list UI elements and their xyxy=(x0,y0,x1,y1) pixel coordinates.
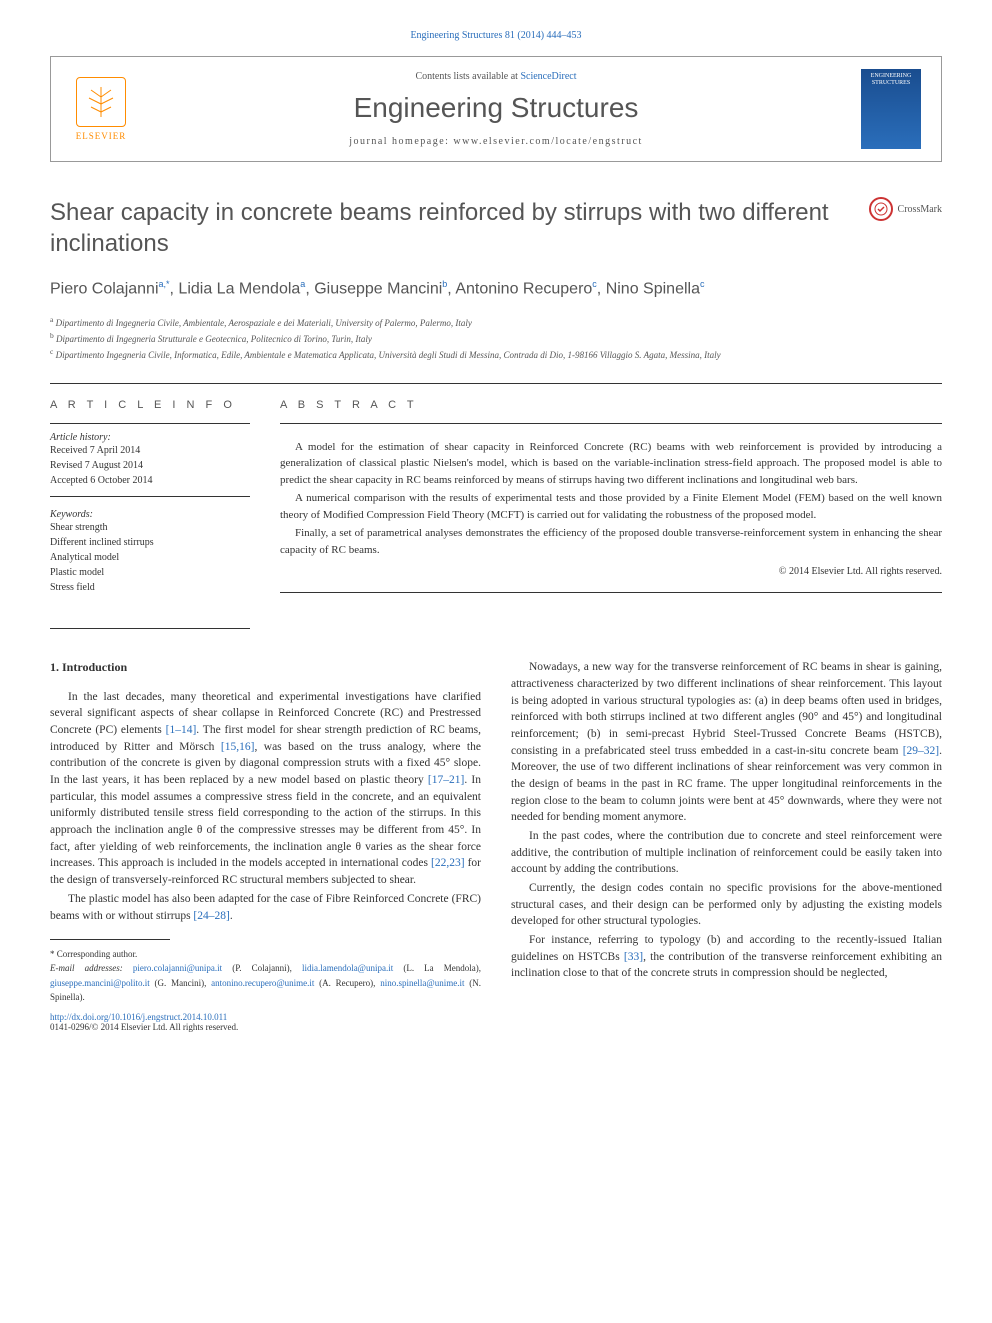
elsevier-text: ELSEVIER xyxy=(76,131,127,141)
reference-link[interactable]: [24–28] xyxy=(193,910,229,922)
abstract-divider xyxy=(280,423,942,424)
affiliation-mark: c xyxy=(592,279,597,289)
abstract-text: A model for the estimation of shear capa… xyxy=(280,439,942,559)
affiliation-line: b Dipartimento di Ingegneria Strutturale… xyxy=(50,330,942,346)
body-paragraph: Nowadays, a new way for the transverse r… xyxy=(511,659,942,826)
abstract-section: A B S T R A C T A model for the estimati… xyxy=(280,399,942,609)
sciencedirect-link[interactable]: ScienceDirect xyxy=(520,71,576,82)
body-paragraph: For instance, referring to typology (b) … xyxy=(511,932,942,982)
affiliations-list: a Dipartimento di Ingegneria Civile, Amb… xyxy=(50,314,942,363)
affiliation-mark: b xyxy=(442,279,447,289)
keyword-item: Shear strength xyxy=(50,520,250,535)
abstract-copyright: © 2014 Elsevier Ltd. All rights reserved… xyxy=(280,566,942,577)
journal-title: Engineering Structures xyxy=(151,92,841,124)
journal-homepage: journal homepage: www.elsevier.com/locat… xyxy=(151,136,841,147)
body-paragraph: In the last decades, many theoretical an… xyxy=(50,689,481,889)
history-item: Received 7 April 2014 xyxy=(50,443,250,458)
affiliation-mark: a,* xyxy=(159,279,170,289)
contents-available: Contents lists available at ScienceDirec… xyxy=(151,71,841,82)
body-paragraph: The plastic model has also been adapted … xyxy=(50,891,481,924)
abstract-paragraph: A numerical comparison with the results … xyxy=(280,490,942,523)
affiliation-mark: c xyxy=(700,279,705,289)
copyright-footer: 0141-0296/© 2014 Elsevier Ltd. All right… xyxy=(50,1022,942,1032)
journal-cover-thumbnail: ENGINEERING STRUCTURES xyxy=(861,69,921,149)
email-addresses: E-mail addresses: piero.colajanni@unipa.… xyxy=(50,961,481,1004)
section-divider xyxy=(50,383,942,384)
crossmark-icon xyxy=(869,197,893,221)
email-link[interactable]: giuseppe.mancini@polito.it xyxy=(50,978,150,988)
affiliation-line: c Dipartimento Ingegneria Civile, Inform… xyxy=(50,346,942,362)
body-paragraph: Currently, the design codes contain no s… xyxy=(511,880,942,930)
abstract-paragraph: A model for the estimation of shear capa… xyxy=(280,439,942,489)
keyword-item: Stress field xyxy=(50,580,250,595)
crossmark-label: CrossMark xyxy=(898,204,942,215)
doi-link[interactable]: http://dx.doi.org/10.1016/j.engstruct.20… xyxy=(50,1012,942,1022)
reference-link[interactable]: [33] xyxy=(624,951,643,963)
elsevier-tree-icon xyxy=(76,77,126,127)
abstract-heading: A B S T R A C T xyxy=(280,399,942,411)
abstract-paragraph: Finally, a set of parametrical analyses … xyxy=(280,525,942,558)
elsevier-logo: ELSEVIER xyxy=(71,74,131,144)
abstract-bottom-divider xyxy=(280,592,942,593)
intro-heading: 1. Introduction xyxy=(50,659,481,676)
author-name: Nino Spinella xyxy=(606,281,700,298)
email-link[interactable]: lidia.lamendola@unipa.it xyxy=(302,963,393,973)
reference-link[interactable]: [17–21] xyxy=(428,774,464,786)
email-link[interactable]: antonino.recupero@unime.it xyxy=(211,978,314,988)
history-label: Article history: xyxy=(50,432,250,443)
info-divider xyxy=(50,496,250,497)
crossmark-badge[interactable]: CrossMark xyxy=(869,197,942,221)
keyword-item: Analytical model xyxy=(50,550,250,565)
keyword-item: Plastic model xyxy=(50,565,250,580)
article-info-sidebar: A R T I C L E I N F O Article history: R… xyxy=(50,399,250,609)
history-item: Revised 7 August 2014 xyxy=(50,458,250,473)
reference-link[interactable]: [29–32] xyxy=(903,745,939,757)
body-paragraph: In the past codes, where the contributio… xyxy=(511,828,942,878)
email-link[interactable]: nino.spinella@unime.it xyxy=(380,978,464,988)
body-column-left: 1. Introduction In the last decades, man… xyxy=(50,659,481,1004)
info-divider xyxy=(50,423,250,424)
citation-line: Engineering Structures 81 (2014) 444–453 xyxy=(50,30,942,41)
reference-link[interactable]: [22,23] xyxy=(431,857,465,869)
history-item: Accepted 6 October 2014 xyxy=(50,473,250,488)
info-bottom-divider xyxy=(50,628,250,629)
keywords-label: Keywords: xyxy=(50,509,250,520)
corresponding-author: * Corresponding author. xyxy=(50,948,481,961)
reference-link[interactable]: [1–14] xyxy=(166,724,197,736)
article-title: Shear capacity in concrete beams reinfor… xyxy=(50,197,942,259)
affiliation-line: a Dipartimento di Ingegneria Civile, Amb… xyxy=(50,314,942,330)
email-link[interactable]: piero.colajanni@unipa.it xyxy=(133,963,222,973)
author-name: Giuseppe Mancini xyxy=(314,281,442,298)
homepage-url[interactable]: www.elsevier.com/locate/engstruct xyxy=(453,136,642,147)
footer-divider xyxy=(50,939,170,940)
keyword-item: Different inclined stirrups xyxy=(50,535,250,550)
author-name: Antonino Recupero xyxy=(455,281,592,298)
article-info-heading: A R T I C L E I N F O xyxy=(50,399,250,411)
body-column-right: Nowadays, a new way for the transverse r… xyxy=(511,659,942,1004)
reference-link[interactable]: [15,16] xyxy=(221,741,255,753)
author-name: Lidia La Mendola xyxy=(178,281,300,298)
affiliation-mark: a xyxy=(300,279,305,289)
author-name: Piero Colajanni xyxy=(50,281,159,298)
journal-header: ELSEVIER Contents lists available at Sci… xyxy=(50,56,942,162)
authors-list: Piero Colajannia,*, Lidia La Mendolaa, G… xyxy=(50,279,942,298)
